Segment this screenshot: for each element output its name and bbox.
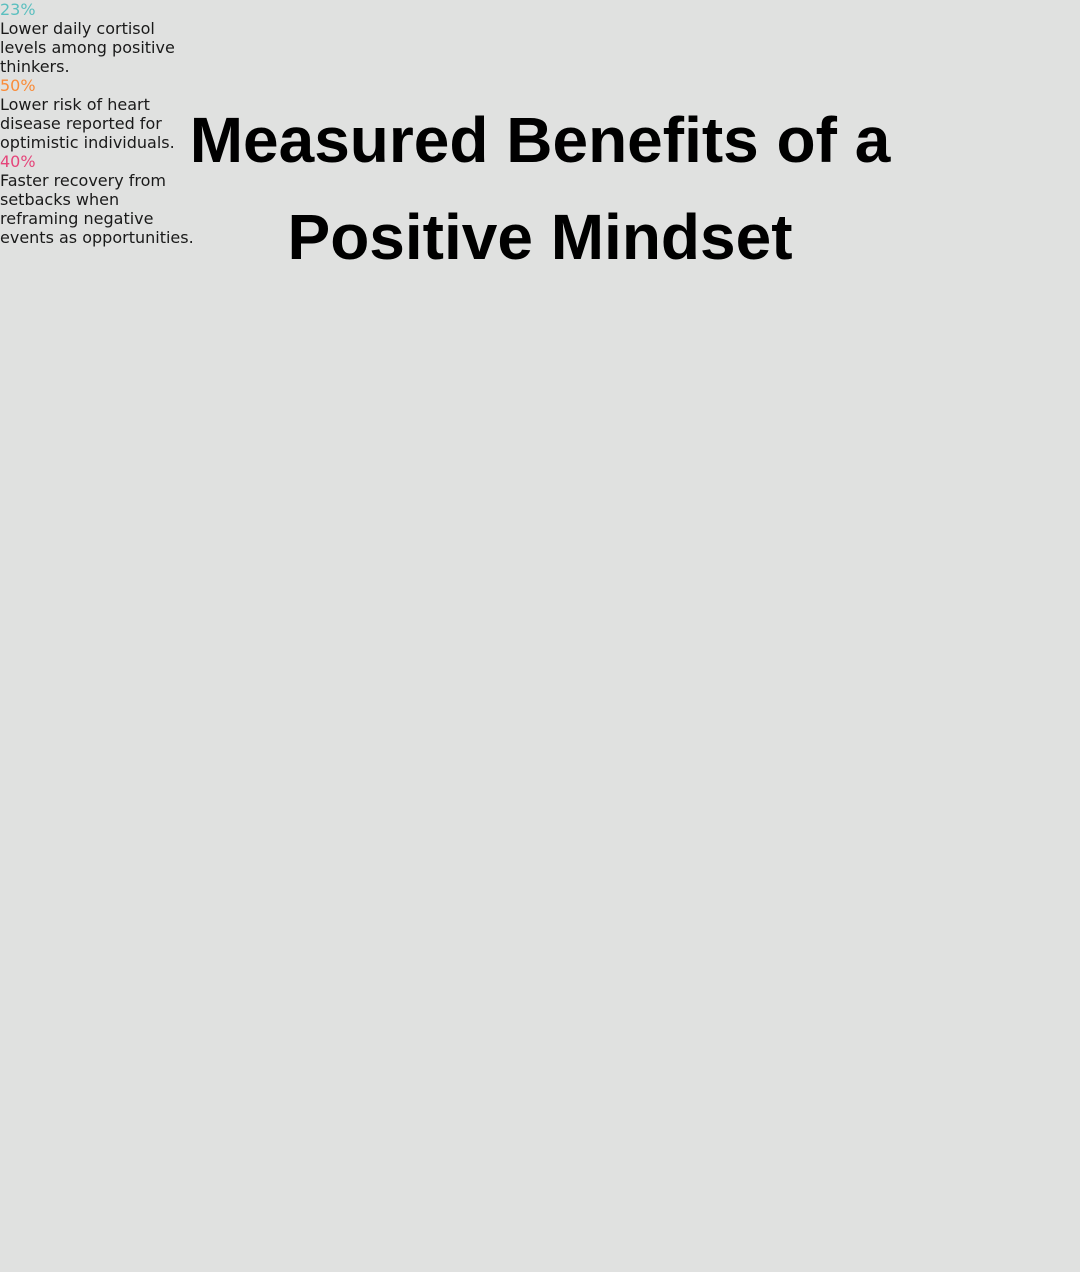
description-line: disease reported for: [0, 114, 162, 133]
stat-value: 23%: [0, 0, 36, 19]
stat-description: Faster recovery from setbacks when reframi…: [0, 171, 1080, 247]
description-line: setbacks when: [0, 190, 120, 209]
stat-value: 40%: [0, 152, 36, 171]
title: Measured Benefits of a Positive Mindset: [189, 104, 891, 273]
description-line: levels among positive: [0, 38, 175, 57]
description-line: Lower daily cortisol: [0, 19, 155, 38]
stat-list: 23% Lower daily cortisol levels among posi…: [0, 0, 1080, 247]
description-line: events as opportunities.: [0, 228, 194, 247]
stat-description: Lower daily cortisol levels among positiv…: [0, 19, 1080, 76]
description-line: reframing negative: [0, 209, 154, 228]
stat-value: 50%: [0, 76, 36, 95]
description-line: optimistic individuals.: [0, 133, 175, 152]
stat-description: Lower risk of heart disease reported for o…: [0, 95, 1080, 152]
description-line: thinkers.: [0, 57, 70, 76]
description-line: Faster recovery from: [0, 171, 166, 190]
description-line: Lower risk of heart: [0, 95, 150, 114]
